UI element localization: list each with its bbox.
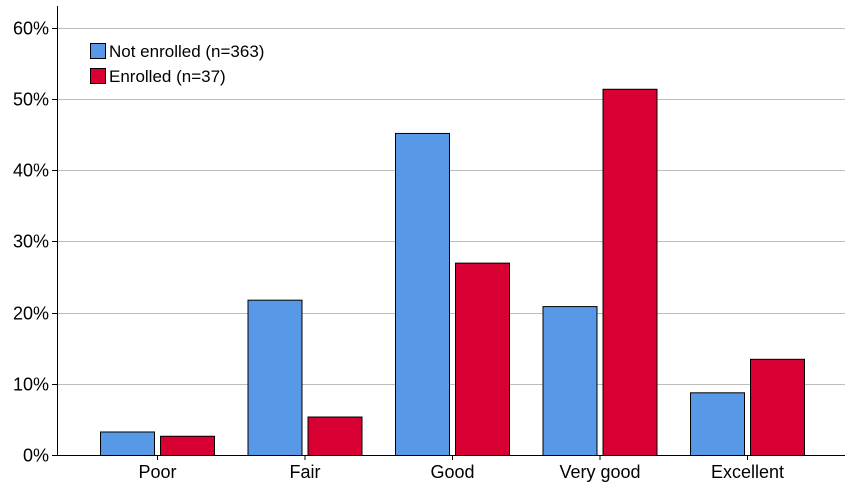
x-tick-label: Fair (290, 462, 321, 482)
bar-not-enrolled (247, 299, 303, 456)
x-tick-label: Very good (559, 462, 640, 482)
x-tick-label: Poor (138, 462, 176, 482)
bar-not-enrolled (100, 431, 155, 456)
bar-enrolled (750, 358, 805, 456)
y-tick-label: 60% (13, 19, 49, 39)
y-tick-label: 10% (13, 375, 49, 395)
bar-enrolled (307, 416, 363, 456)
bar-enrolled (602, 88, 658, 457)
x-axis-ticks: Poor Fair Good Very good Excellent (138, 455, 784, 482)
x-tick-label: Excellent (711, 462, 784, 482)
bars (100, 88, 805, 457)
x-tick-label: Good (430, 462, 474, 482)
bar-not-enrolled (395, 132, 450, 456)
y-tick-label: 50% (13, 90, 49, 110)
legend-label: Not enrolled (n=363) (109, 42, 264, 61)
legend: Not enrolled (n=363) Enrolled (n=37) (90, 42, 264, 86)
bar-enrolled (455, 262, 510, 456)
y-tick-label: 20% (13, 304, 49, 324)
bar-not-enrolled (690, 392, 745, 456)
legend-label: Enrolled (n=37) (109, 67, 226, 86)
gridlines (57, 28, 845, 385)
bar-enrolled (160, 435, 215, 457)
y-tick-label: 40% (13, 161, 49, 181)
y-axis-ticks: 0% 10% 20% 30% 40% 50% 60% (13, 19, 57, 466)
legend-swatch (90, 68, 106, 84)
y-tick-label: 0% (23, 446, 49, 466)
legend-swatch (90, 43, 106, 59)
y-tick-label: 30% (13, 232, 49, 252)
bar-not-enrolled (542, 306, 598, 456)
